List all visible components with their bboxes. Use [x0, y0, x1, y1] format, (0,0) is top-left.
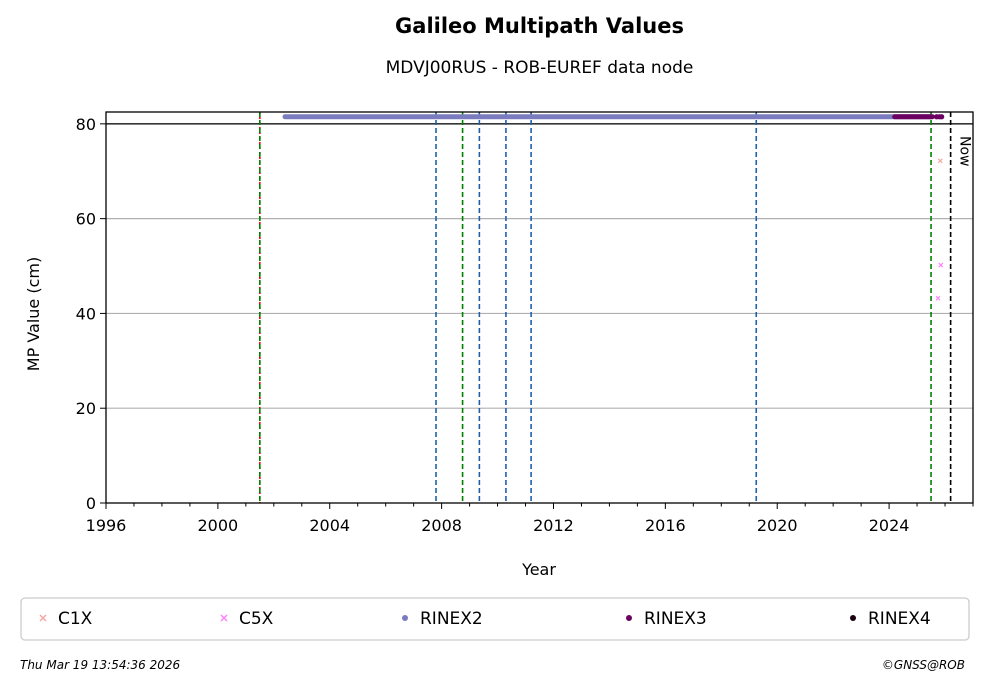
y-tick-label: 80 [76, 115, 96, 134]
y-tick-label: 40 [76, 304, 96, 323]
plot-frame [105, 111, 974, 504]
x-tick-label: 2024 [869, 516, 910, 535]
legend-marker [850, 615, 856, 621]
legend-item-rinex3: RINEX3 [626, 609, 707, 629]
x-tick-label: 2004 [309, 516, 350, 535]
legend-marker [626, 615, 632, 621]
y-tick-label: 20 [76, 399, 96, 418]
legend-item-c1x: C1X [39, 609, 93, 629]
vertical-markers [259, 112, 952, 503]
legend-box [20, 597, 970, 641]
legend-label: RINEX4 [868, 609, 931, 629]
y-tick-label: 60 [76, 210, 96, 229]
data-point-rinex3 [939, 114, 945, 120]
x-tick-label: 2000 [198, 516, 239, 535]
x-tick-label: 2020 [757, 516, 798, 535]
legend-label: RINEX3 [644, 609, 707, 629]
timestamp: Thu Mar 19 13:54:36 2026 [20, 658, 181, 672]
legend-marker [220, 614, 228, 622]
x-tick-label: 1996 [86, 516, 127, 535]
legend-item-c5x: C5X [220, 609, 274, 629]
chart-subtitle: MDVJ00RUS - ROB-EUREF data node [385, 58, 694, 78]
legend-marker [39, 614, 47, 622]
y-axis-label: MP Value (cm) [24, 257, 43, 371]
x-tick-label: 2008 [421, 516, 462, 535]
data-points [282, 114, 945, 301]
x-tick-label: 2016 [645, 516, 686, 535]
legend: C1X C5X RINEX2 RINEX3 RINEX4 [39, 609, 931, 629]
x-axis-label: Year [521, 560, 556, 579]
legend-item-rinex4: RINEX4 [850, 609, 931, 629]
credit: ©GNSS@ROB [881, 658, 965, 672]
chart-title: Galileo Multipath Values [395, 14, 684, 38]
data-point-c5x [938, 262, 944, 268]
legend-label: C5X [239, 609, 274, 629]
legend-label: RINEX2 [420, 609, 483, 629]
y-tick-label: 0 [86, 494, 96, 513]
legend-label: C1X [58, 609, 93, 629]
x-tick-label: 2012 [533, 516, 574, 535]
now-label: Now [957, 136, 973, 167]
axes: 1996 2000 2004 2008 2012 2016 2020 2024 0 20 40 60 8… [76, 115, 974, 535]
legend-item-rinex2: RINEX2 [402, 609, 483, 629]
data-point-c5x [935, 295, 941, 301]
legend-marker [402, 615, 408, 621]
data-point-c1x [937, 158, 943, 164]
grid-layer [106, 123, 973, 409]
